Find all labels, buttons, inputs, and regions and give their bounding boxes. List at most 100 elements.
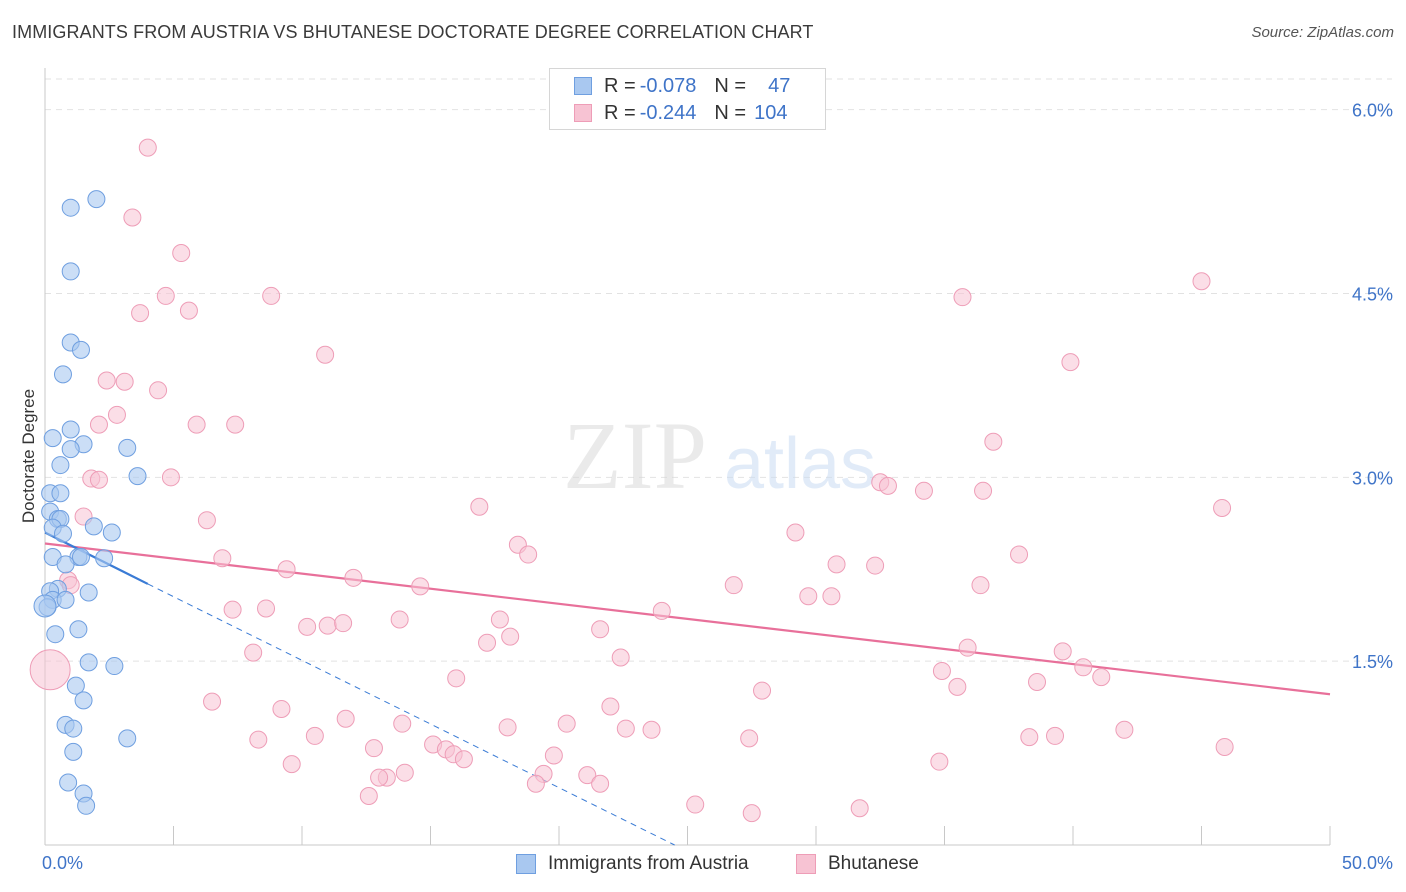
data-point-bhutanese: [490, 610, 509, 629]
y-tick-label: 3.0%: [1352, 468, 1393, 488]
data-point-austria: [87, 190, 106, 209]
data-point-bhutanese: [591, 774, 610, 793]
data-point-bhutanese: [226, 415, 245, 434]
data-point-bhutanese: [447, 669, 466, 688]
trendline-bhutanese: [44, 542, 1331, 696]
data-point-bhutanese: [277, 560, 296, 579]
data-point-bhutanese: [932, 661, 951, 680]
data-point-bhutanese: [454, 750, 473, 769]
data-point-bhutanese: [501, 627, 520, 646]
austria-swatch: [574, 77, 592, 95]
data-point-bhutanese: [1213, 498, 1232, 517]
bhutanese-swatch: [574, 104, 592, 122]
r-value: -0.078: [639, 74, 697, 97]
data-point-austria: [51, 456, 70, 475]
data-point-bhutanese: [223, 600, 242, 619]
data-point-austria: [105, 657, 124, 676]
data-point-bhutanese: [740, 729, 759, 748]
data-point-austria: [61, 262, 80, 281]
data-point-bhutanese: [827, 555, 846, 574]
data-point-bhutanese: [244, 643, 263, 662]
data-point-bhutanese: [97, 371, 116, 390]
data-point-bhutanese: [411, 577, 430, 596]
n-value: 104: [754, 101, 788, 124]
y-tick-label: 6.0%: [1352, 101, 1393, 121]
data-point-austria: [118, 438, 137, 457]
data-point-austria: [95, 549, 114, 568]
data-point-austria: [53, 524, 72, 543]
y-tick-label: 1.5%: [1352, 652, 1393, 672]
series-bhutanese: [29, 138, 1234, 823]
data-point-bhutanese: [172, 244, 191, 263]
data-point-bhutanese: [557, 714, 576, 733]
data-point-austria: [102, 523, 121, 542]
data-point-bhutanese: [187, 415, 206, 434]
data-point-bhutanese: [359, 786, 378, 805]
data-point-bhutanese: [395, 763, 414, 782]
data-point-bhutanese: [149, 381, 168, 400]
data-point-bhutanese: [344, 568, 363, 587]
data-point-bhutanese: [914, 481, 933, 500]
data-point-bhutanese: [29, 649, 71, 691]
data-point-bhutanese: [478, 633, 497, 652]
data-point-bhutanese: [799, 587, 818, 606]
data-point-bhutanese: [984, 432, 1003, 451]
data-point-austria: [53, 365, 72, 384]
data-point-austria: [61, 440, 80, 459]
r-label: R =: [604, 74, 636, 97]
data-point-bhutanese: [334, 614, 353, 633]
data-point-bhutanese: [316, 345, 335, 364]
data-point-bhutanese: [850, 799, 869, 818]
data-point-bhutanese: [390, 610, 409, 629]
data-point-bhutanese: [1192, 272, 1211, 291]
data-point-austria: [77, 796, 96, 815]
data-point-austria: [43, 429, 62, 448]
data-point-bhutanese: [272, 699, 291, 718]
data-point-bhutanese: [974, 481, 993, 500]
data-point-bhutanese: [652, 601, 671, 620]
data-point-bhutanese: [298, 617, 317, 636]
data-point-bhutanese: [213, 549, 232, 568]
y-axis-label: Doctorate Degree: [19, 389, 38, 523]
data-point-bhutanese: [262, 286, 281, 305]
data-point-bhutanese: [611, 648, 630, 667]
data-point-bhutanese: [156, 286, 175, 305]
data-point-bhutanese: [115, 372, 134, 391]
data-point-austria: [79, 653, 98, 672]
n-value: 47: [768, 74, 791, 97]
data-point-bhutanese: [578, 766, 597, 785]
data-point-austria: [56, 555, 75, 574]
data-point-austria: [69, 620, 88, 639]
bhutanese-legend-label: Bhutanese: [828, 853, 919, 874]
watermark-atlas: atlas: [724, 424, 876, 504]
data-point-bhutanese: [1115, 720, 1134, 739]
axes: [44, 68, 1331, 846]
legend-item-austria[interactable]: Immigrants from Austria: [516, 852, 749, 876]
bhutanese-legend-swatch: [796, 854, 816, 874]
data-point-bhutanese: [123, 208, 142, 227]
x-tick-label: 0.0%: [42, 853, 83, 873]
data-point-bhutanese: [1020, 728, 1039, 747]
correlation-legend: R = -0.078 N = 47 R = -0.244 N = 104: [549, 68, 826, 130]
data-point-austria: [79, 583, 98, 602]
data-point-bhutanese: [179, 301, 198, 320]
r-value: -0.244: [639, 101, 697, 124]
data-point-austria: [66, 676, 85, 695]
data-point-bhutanese: [601, 697, 620, 716]
data-point-bhutanese: [544, 746, 563, 765]
tick-labels: 1.5% 3.0% 4.5% 6.0% 0.0% 50.0%: [42, 101, 1393, 873]
data-point-bhutanese: [1215, 737, 1234, 756]
data-point-bhutanese: [786, 523, 805, 542]
legend-item-bhutanese[interactable]: Bhutanese: [796, 852, 919, 876]
data-point-bhutanese: [686, 795, 705, 814]
data-point-bhutanese: [89, 470, 108, 489]
data-point-bhutanese: [1046, 726, 1065, 745]
data-point-bhutanese: [642, 720, 661, 739]
data-point-austria: [33, 594, 57, 618]
r-label: R =: [604, 101, 636, 124]
data-point-austria: [64, 719, 83, 738]
data-point-bhutanese: [364, 739, 383, 758]
data-point-austria: [71, 340, 90, 359]
trendline-austria-extension: [147, 583, 675, 846]
